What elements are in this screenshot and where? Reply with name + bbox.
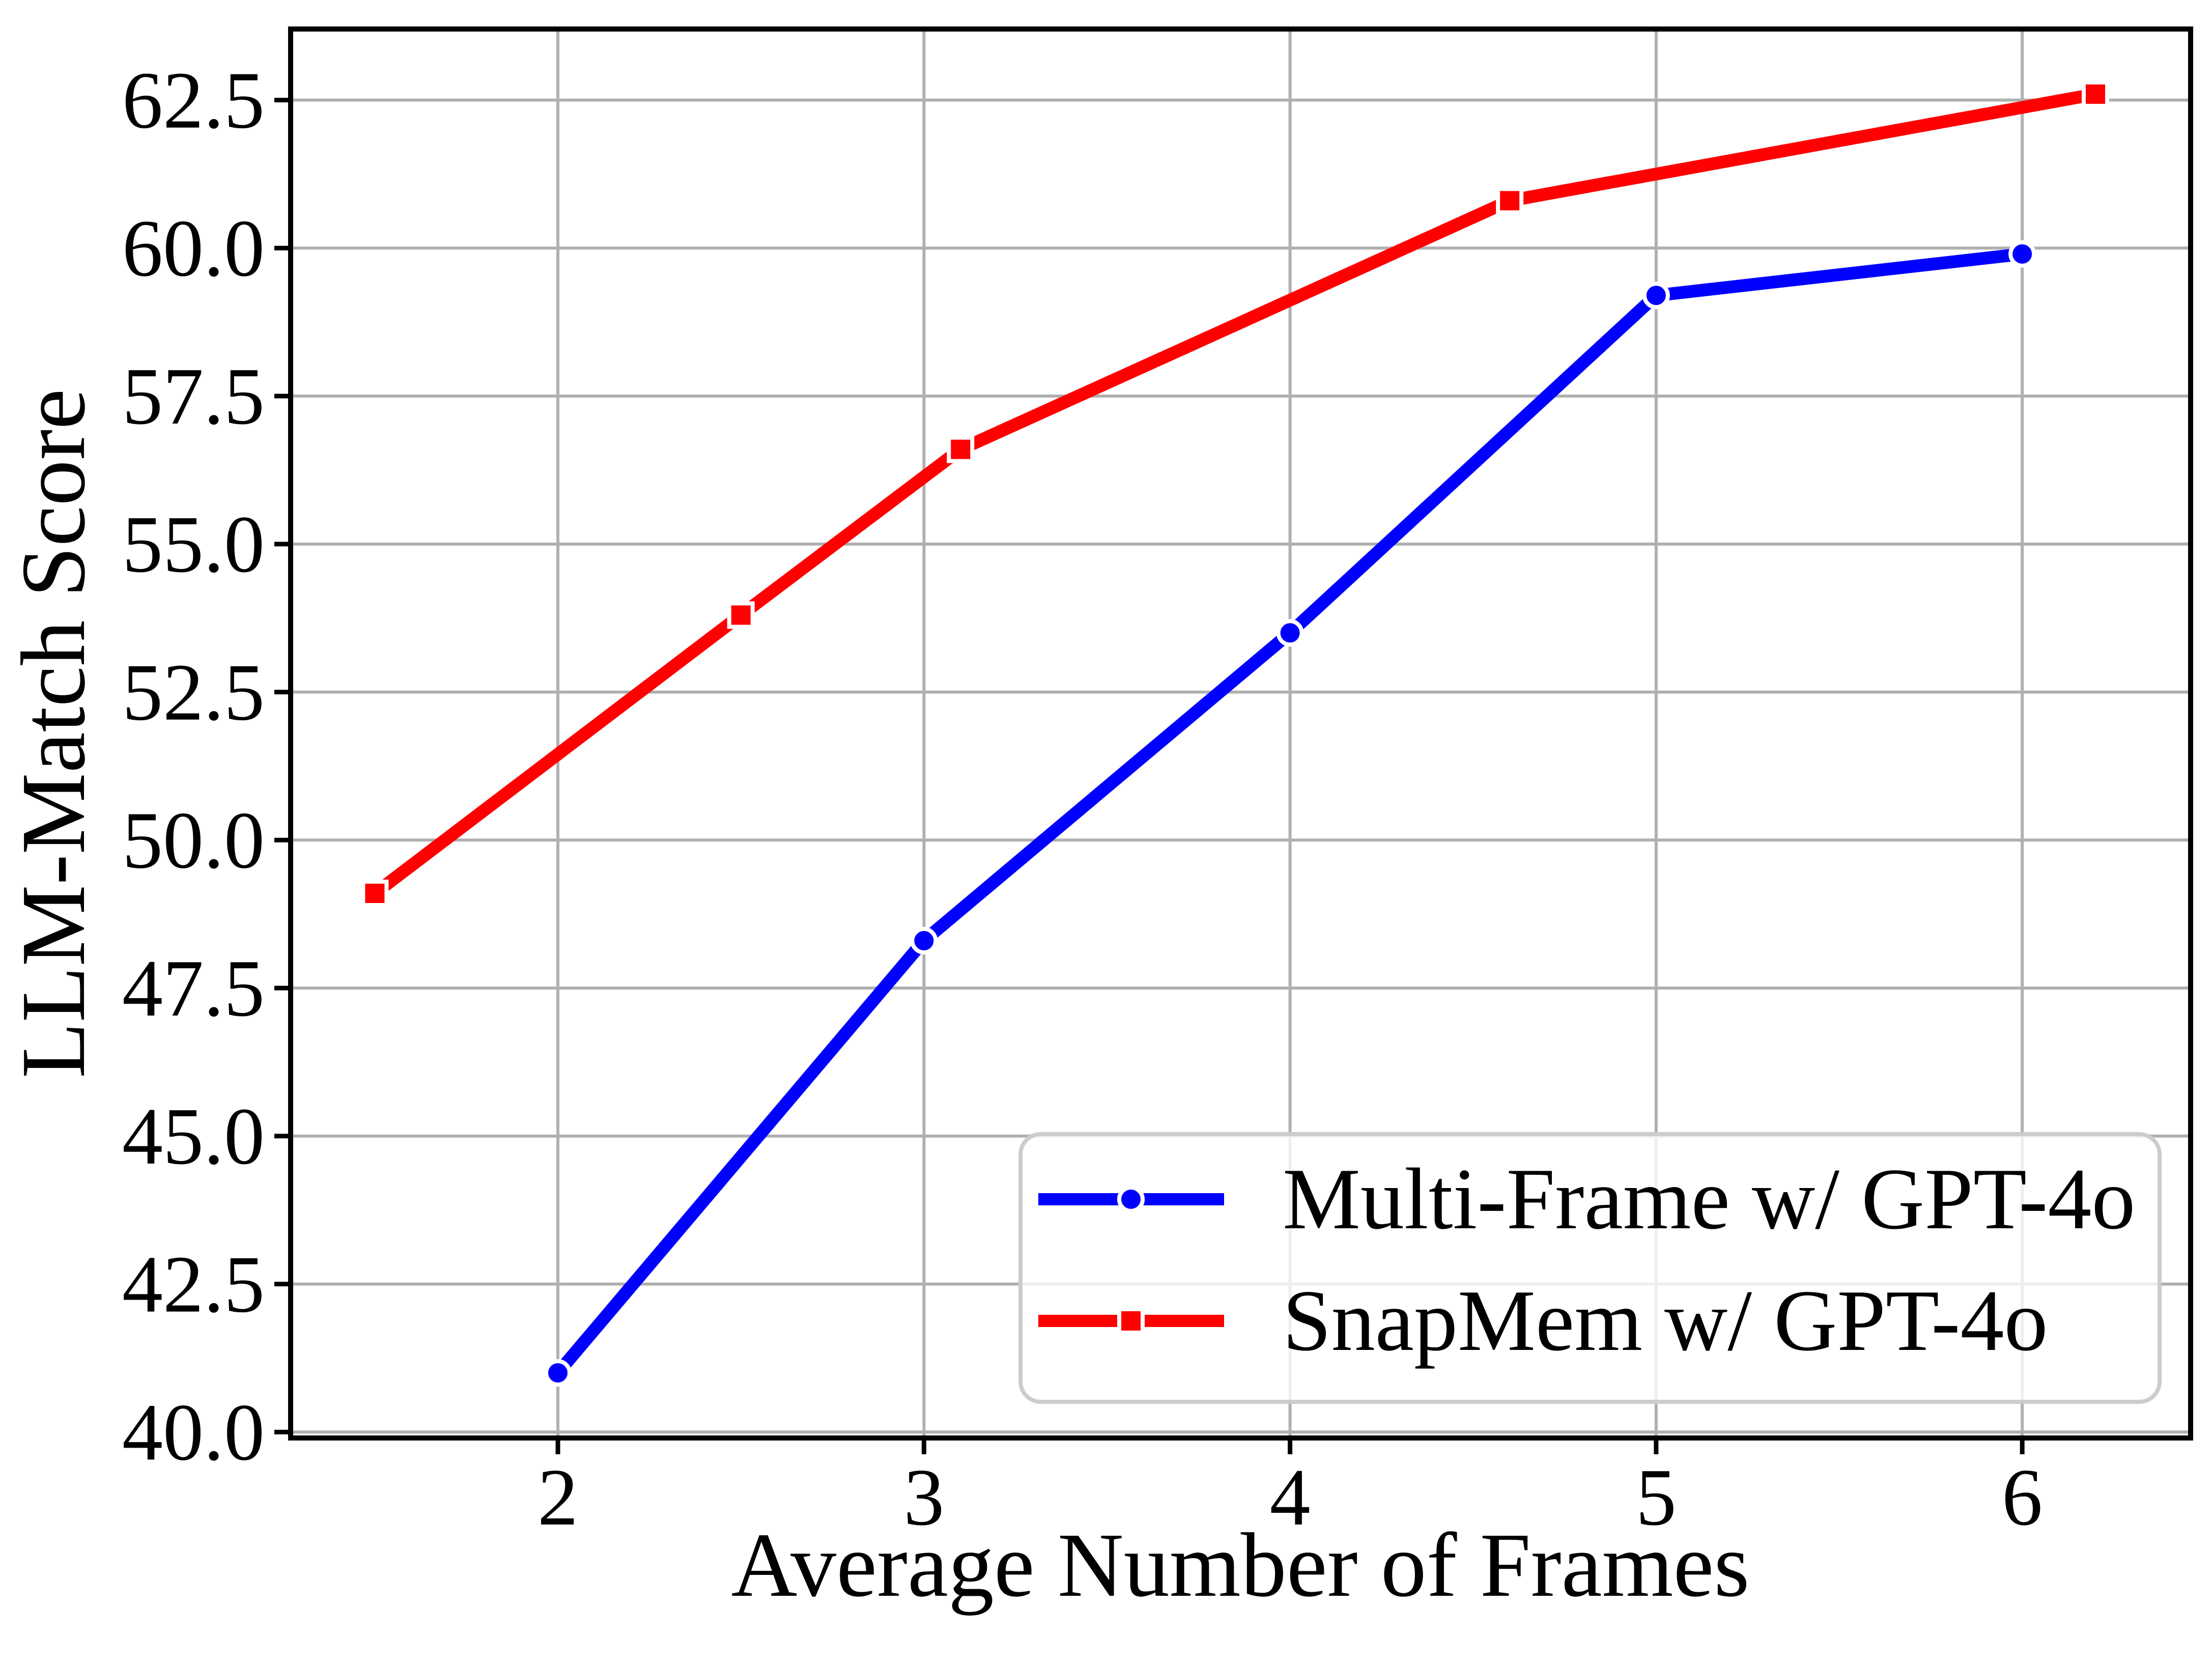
x-axis-label: Average Number of Frames xyxy=(731,1514,1750,1616)
y-tick-label: 52.5 xyxy=(122,647,265,738)
y-tick-label: 60.0 xyxy=(122,203,265,293)
y-tick-label: 57.5 xyxy=(122,351,265,441)
circle-marker-icon xyxy=(2008,240,2036,268)
x-tick-label: 3 xyxy=(903,1452,944,1542)
square-marker-icon xyxy=(1117,1307,1145,1335)
legend-label-multi-frame: Multi-Frame w/ GPT-4o xyxy=(1283,1151,2135,1248)
circle-marker-icon xyxy=(544,1359,572,1387)
y-tick-label: 47.5 xyxy=(122,943,265,1033)
gridlines xyxy=(291,29,2191,1438)
y-tick-label: 50.0 xyxy=(122,795,265,885)
square-marker-icon xyxy=(2081,80,2109,108)
axes-ticks: 2 3 4 5 6 40.0 42.5 45.0 47.5 50.0 52.5 55.0 57.5 60.… xyxy=(122,55,2043,1542)
axes-spines xyxy=(288,26,2193,1441)
circle-marker-icon xyxy=(1642,281,1670,309)
x-tick-label: 6 xyxy=(2002,1452,2043,1542)
legend xyxy=(1018,1132,2162,1404)
circle-marker-icon xyxy=(1117,1186,1145,1213)
y-tick-label: 62.5 xyxy=(122,55,265,146)
y-axis-label: LLM-Match Score xyxy=(3,389,104,1079)
series-snapmem xyxy=(361,80,2109,908)
circle-marker-icon xyxy=(910,927,938,955)
square-marker-icon xyxy=(727,601,755,629)
spines xyxy=(288,26,2193,1441)
square-marker-icon xyxy=(361,880,389,908)
series-multi-frame xyxy=(544,240,2036,1387)
circle-marker-icon xyxy=(1276,619,1304,647)
y-tick-label: 40.0 xyxy=(122,1387,265,1477)
series-line xyxy=(368,88,2102,900)
square-marker-icon xyxy=(1496,187,1524,215)
x-tick-label: 5 xyxy=(1636,1452,1677,1542)
legend-box xyxy=(1018,1132,2162,1404)
legend-label-snapmem: SnapMem w/ GPT-4o xyxy=(1283,1273,2048,1369)
x-tick-label: 4 xyxy=(1270,1452,1311,1542)
square-marker-icon xyxy=(947,435,975,463)
y-tick-label: 45.0 xyxy=(122,1091,265,1181)
y-tick-label: 55.0 xyxy=(122,499,265,589)
x-tick-label: 2 xyxy=(537,1452,578,1542)
y-tick-label: 42.5 xyxy=(122,1239,265,1330)
